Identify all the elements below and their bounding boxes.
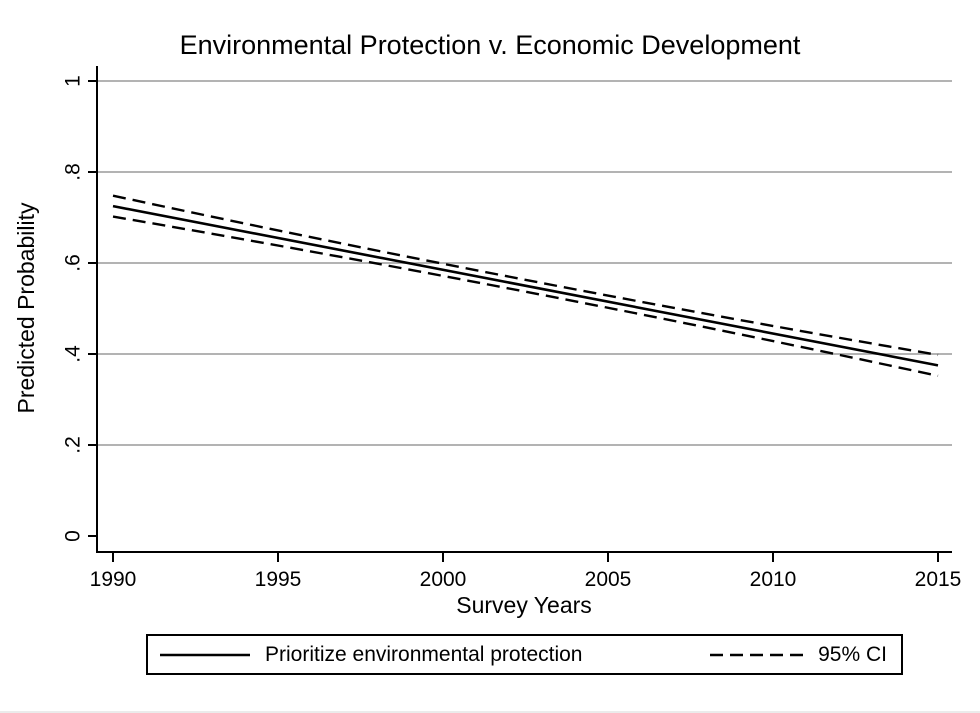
x-axis-tick-labels: 1990 1995 2000 2005 2010 2015 <box>90 568 962 591</box>
x-tick-label: 1990 <box>90 568 137 591</box>
legend-label-dashed: 95% CI <box>818 642 887 666</box>
y-tick-label: 0 <box>61 530 84 542</box>
series-line-95-ci-lower-bound <box>112 215 939 378</box>
legend-label-solid: Prioritize environmental protection <box>265 642 583 666</box>
x-tick-label: 2015 <box>915 568 962 591</box>
legend-item-dashed: 95% CI <box>710 643 887 667</box>
y-axis-tick-labels: 0 .2 .4 .6 .8 1 <box>61 75 84 542</box>
gridlines <box>98 80 952 446</box>
y-tick-label: .4 <box>61 345 84 363</box>
legend-item-solid: Prioritize environmental protection <box>160 643 582 667</box>
dashed-line-swatch <box>710 653 804 656</box>
series-line-prioritize-environmental-protection <box>112 204 939 367</box>
solid-line-swatch <box>160 653 250 656</box>
axes <box>96 66 952 553</box>
y-axis-title: Predicted Probability <box>13 202 39 413</box>
x-tick-label: 2010 <box>750 568 797 591</box>
series-lines <box>112 194 939 378</box>
y-tick-label: 1 <box>61 75 84 87</box>
x-tick-label: 2000 <box>420 568 467 591</box>
y-tick-label: .2 <box>61 436 84 454</box>
x-tick-label: 2005 <box>585 568 632 591</box>
x-tick-label: 1995 <box>255 568 302 591</box>
x-axis-title: Survey Years <box>456 592 592 618</box>
chart-title: Environmental Protection v. Economic Dev… <box>180 30 801 60</box>
x-axis-ticks <box>112 552 939 562</box>
y-tick-label: .8 <box>61 163 84 181</box>
y-axis-ticks <box>88 80 97 537</box>
series-line-95-ci-upper-bound <box>112 194 939 357</box>
legend: Prioritize environmental protection 95% … <box>146 634 903 675</box>
y-tick-label: .6 <box>61 254 84 272</box>
